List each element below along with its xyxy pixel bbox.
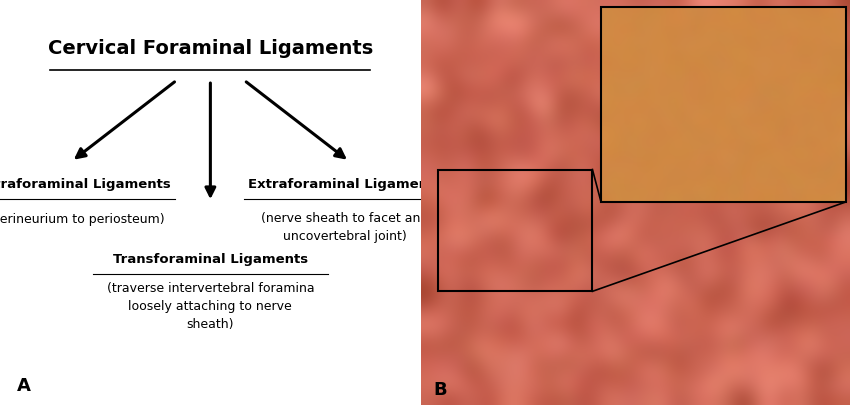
Text: B: B: [434, 380, 447, 398]
Text: Intraforaminal Ligaments: Intraforaminal Ligaments: [0, 178, 171, 191]
Text: Transforaminal Ligaments: Transforaminal Ligaments: [113, 253, 308, 266]
Text: (nerve sheath to facet and
uncovertebral joint): (nerve sheath to facet and uncovertebral…: [261, 211, 428, 242]
Text: (perineurium to periosteum): (perineurium to periosteum): [0, 212, 165, 225]
Text: (traverse intervertebral foramina
loosely attaching to nerve
sheath): (traverse intervertebral foramina loosel…: [106, 281, 314, 330]
Text: A: A: [17, 376, 31, 394]
Text: Cervical Foraminal Ligaments: Cervical Foraminal Ligaments: [48, 39, 373, 58]
Bar: [438, 170, 592, 292]
Bar: [601, 8, 846, 202]
Text: Extraforaminal Ligaments: Extraforaminal Ligaments: [248, 178, 442, 191]
